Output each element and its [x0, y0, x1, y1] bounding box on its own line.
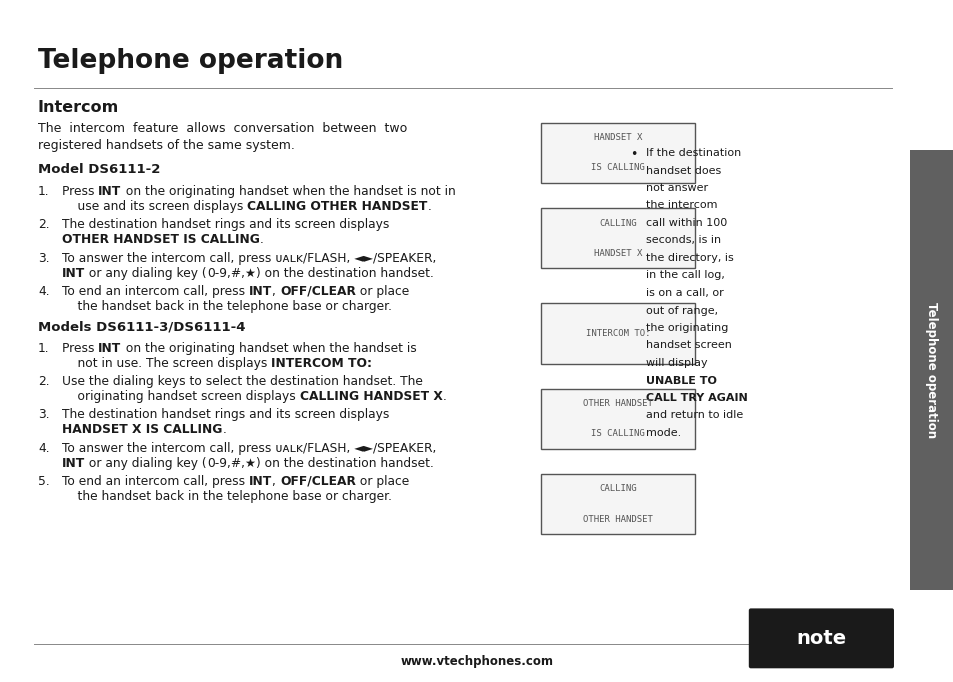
Text: the directory, is: the directory, is [645, 253, 733, 263]
Text: ) on the destination handset.: ) on the destination handset. [255, 267, 434, 280]
Text: www.vtechphones.com: www.vtechphones.com [400, 655, 553, 668]
Text: use and its screen displays: use and its screen displays [62, 200, 247, 213]
Text: call within 100: call within 100 [645, 218, 726, 228]
Text: •: • [629, 148, 637, 161]
Text: or place: or place [355, 285, 409, 298]
Text: 5.: 5. [38, 475, 50, 488]
Text: To end an intercom call, press: To end an intercom call, press [62, 285, 249, 298]
Text: 4.: 4. [38, 285, 50, 298]
Text: INT: INT [98, 342, 121, 355]
Text: INTERCOM TO:: INTERCOM TO: [585, 329, 650, 338]
Text: CALLING: CALLING [598, 484, 637, 494]
Text: INT: INT [249, 475, 272, 488]
Bar [540, 303, 695, 364]
Text: 0-9,#,★: 0-9,#,★ [207, 457, 255, 470]
Text: CALLING: CALLING [598, 218, 637, 228]
Text: OTHER HANDSET IS CALLING: OTHER HANDSET IS CALLING [62, 233, 259, 246]
Text: The destination handset rings and its screen displays: The destination handset rings and its sc… [62, 408, 389, 421]
Text: mode.: mode. [645, 428, 680, 438]
Text: is on a call, or: is on a call, or [645, 288, 723, 298]
Bar [540, 474, 695, 534]
Bar [540, 208, 695, 268]
Text: IS CALLING: IS CALLING [591, 429, 644, 439]
FancyBboxPatch shape [748, 608, 893, 668]
Text: OTHER HANDSET: OTHER HANDSET [582, 514, 653, 524]
Text: The  intercom  feature  allows  conversation  between  two
registered handsets o: The intercom feature allows conversation… [38, 122, 407, 152]
Text: on the originating handset when the handset is not in: on the originating handset when the hand… [121, 185, 455, 198]
Text: To answer the intercom call, press ᴜᴀʟᴋ/FLASH, ◄►/SPEAKER,: To answer the intercom call, press ᴜᴀʟᴋ/… [62, 252, 436, 265]
Text: The destination handset rings and its screen displays: The destination handset rings and its sc… [62, 218, 389, 231]
Text: and return to idle: and return to idle [645, 411, 742, 421]
Text: originating handset screen displays: originating handset screen displays [62, 390, 299, 403]
Text: Press: Press [62, 342, 98, 355]
Text: INT: INT [62, 457, 85, 470]
Text: Models DS6111-3/DS6111-4: Models DS6111-3/DS6111-4 [38, 320, 245, 333]
Text: INT: INT [249, 285, 272, 298]
Text: INT: INT [62, 267, 85, 280]
Text: not answer: not answer [645, 183, 707, 193]
Text: or any dialing key (: or any dialing key ( [85, 267, 207, 280]
Text: handset does: handset does [645, 166, 720, 175]
Text: CALL TRY AGAIN: CALL TRY AGAIN [645, 393, 747, 403]
Text: 15: 15 [876, 655, 892, 668]
Text: If the destination: If the destination [645, 148, 740, 158]
Text: Model DS6111-2: Model DS6111-2 [38, 163, 160, 176]
Text: will display: will display [645, 358, 707, 368]
Text: 0-9,#,★: 0-9,#,★ [207, 267, 255, 280]
Text: HANDSET X: HANDSET X [594, 248, 641, 258]
Text: 1.: 1. [38, 185, 50, 198]
Text: 4.: 4. [38, 442, 50, 455]
Text: ) on the destination handset.: ) on the destination handset. [255, 457, 434, 470]
Text: the handset back in the telephone base or charger.: the handset back in the telephone base o… [62, 490, 392, 503]
Text: To end an intercom call, press: To end an intercom call, press [62, 475, 249, 488]
Text: seconds, is in: seconds, is in [645, 235, 720, 246]
Text: the handset back in the telephone base or charger.: the handset back in the telephone base o… [62, 300, 392, 313]
Text: on the originating handset when the handset is: on the originating handset when the hand… [121, 342, 416, 355]
Text: CALLING HANDSET X: CALLING HANDSET X [299, 390, 442, 403]
Text: Use the dialing keys to select the destination handset. The: Use the dialing keys to select the desti… [62, 375, 422, 388]
Text: 2.: 2. [38, 375, 50, 388]
Text: or place: or place [355, 475, 409, 488]
Text: handset screen: handset screen [645, 340, 731, 351]
Text: 3.: 3. [38, 408, 50, 421]
Text: out of range,: out of range, [645, 306, 718, 316]
Text: OTHER HANDSET: OTHER HANDSET [582, 399, 653, 409]
Text: UNABLE TO: UNABLE TO [645, 376, 716, 385]
Text: or any dialing key (: or any dialing key ( [85, 457, 207, 470]
Text: .: . [259, 233, 263, 246]
Text: To answer the intercom call, press ᴜᴀʟᴋ/FLASH, ◄►/SPEAKER,: To answer the intercom call, press ᴜᴀʟᴋ/… [62, 442, 436, 455]
Text: Intercom: Intercom [38, 100, 119, 115]
Text: Press: Press [62, 185, 98, 198]
Text: ,: , [272, 285, 280, 298]
Bar [540, 389, 695, 449]
Text: OFF/CLEAR: OFF/CLEAR [280, 475, 355, 488]
Text: Telephone operation: Telephone operation [924, 302, 938, 438]
Text: 2.: 2. [38, 218, 50, 231]
Text: not in use. The screen displays: not in use. The screen displays [62, 357, 271, 370]
Text: ,: , [272, 475, 280, 488]
Text: INT: INT [98, 185, 121, 198]
Text: in the call log,: in the call log, [645, 271, 724, 280]
Text: INTERCOM TO:: INTERCOM TO: [271, 357, 372, 370]
Text: 3.: 3. [38, 252, 50, 265]
Text: HANDSET X IS CALLING: HANDSET X IS CALLING [62, 423, 222, 436]
Text: note: note [796, 629, 845, 648]
Text: CALLING OTHER HANDSET: CALLING OTHER HANDSET [247, 200, 427, 213]
Text: the originating: the originating [645, 323, 727, 333]
Text: Telephone operation: Telephone operation [38, 48, 343, 74]
Text: 1.: 1. [38, 342, 50, 355]
Bar [540, 123, 695, 183]
Text: .: . [222, 423, 226, 436]
Text: IS CALLING: IS CALLING [591, 163, 644, 173]
Text: HANDSET X: HANDSET X [594, 133, 641, 143]
Text: OFF/CLEAR: OFF/CLEAR [280, 285, 355, 298]
Text: .: . [427, 200, 431, 213]
Text: the intercom: the intercom [645, 201, 717, 211]
Bar [909, 150, 953, 590]
Text: .: . [442, 390, 446, 403]
